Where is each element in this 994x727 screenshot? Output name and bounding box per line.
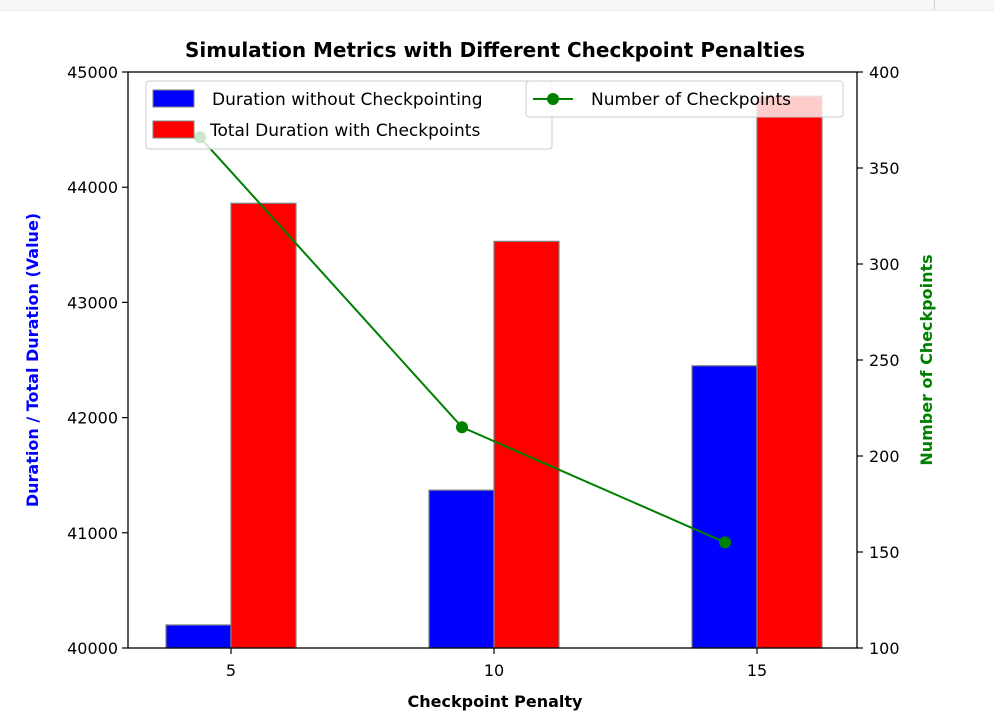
right-y-tick-label: 350 — [869, 159, 900, 178]
right-y-tick-label: 200 — [869, 447, 900, 466]
bar-duration-without-checkpointing — [691, 365, 758, 649]
legend-label: Number of Checkpoints — [591, 90, 791, 110]
left-y-tick-label: 43000 — [67, 293, 118, 312]
checkpoints-point — [719, 536, 731, 549]
bar-duration-without-checkpointing — [165, 624, 232, 649]
legend-label: Duration without Checkpointing — [212, 90, 483, 110]
x-tick-label: 10 — [484, 661, 504, 680]
toolbar-divider — [934, 0, 935, 10]
notebook-toolbar-strip — [0, 0, 994, 11]
checkpoints-point — [456, 421, 468, 434]
legend-swatch — [152, 120, 195, 139]
right-y-axis-label: Number of Checkpoints — [917, 254, 936, 465]
bar-total-duration-with-checkpoints — [230, 202, 297, 649]
right-y-tick-label: 100 — [869, 639, 900, 658]
right-y-tick-label: 300 — [869, 255, 900, 274]
legends-layer: Duration without Checkpointing Total Dura… — [145, 80, 844, 150]
x-tick-label: 15 — [747, 661, 767, 680]
chart-title: Simulation Metrics with Different Checkp… — [185, 38, 805, 62]
legend-left: Duration without Checkpointing Total Dura… — [145, 80, 553, 150]
right-y-tick-label: 400 — [869, 63, 900, 82]
left-y-tick-label: 41000 — [67, 524, 118, 543]
right-y-tick-label: 150 — [869, 543, 900, 562]
left-y-tick-label: 44000 — [67, 178, 118, 197]
left-y-tick-label: 45000 — [67, 63, 118, 82]
legend-marker-swatch — [547, 93, 559, 105]
right-y-tick-label: 250 — [869, 351, 900, 370]
x-axis-label: Checkpoint Penalty — [408, 692, 584, 711]
x-tick-label: 5 — [226, 661, 236, 680]
axes-layer: 40000 41000 42000 43000 44000 45000 100 150 200 2… — [67, 63, 899, 680]
legend-swatch — [152, 89, 195, 108]
left-y-axis-label: Duration / Total Duration (Value) — [23, 213, 42, 507]
legend-right-frame — [525, 80, 844, 118]
bars-layer — [165, 95, 823, 649]
bar-duration-without-checkpointing — [428, 489, 495, 649]
bar-total-duration-with-checkpoints — [756, 95, 823, 649]
left-y-tick-label: 40000 — [67, 639, 118, 658]
left-y-tick-label: 42000 — [67, 409, 118, 428]
legend-right: Number of Checkpoints — [525, 80, 844, 118]
legend-label: Total Duration with Checkpoints — [209, 121, 480, 141]
